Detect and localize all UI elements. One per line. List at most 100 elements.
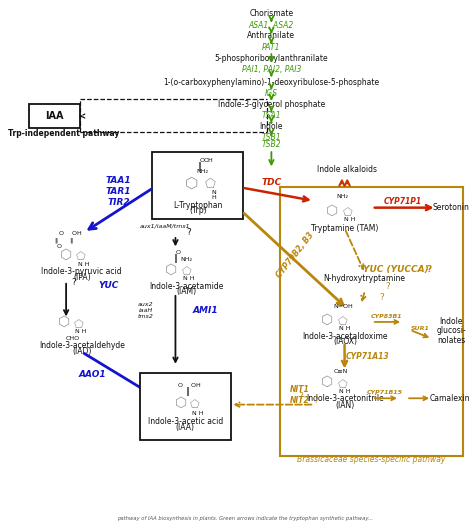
Text: Indole-3-pyruvic acid: Indole-3-pyruvic acid [41, 267, 122, 276]
Text: NIT2: NIT2 [290, 397, 310, 406]
FancyBboxPatch shape [140, 373, 231, 440]
Text: ⬠: ⬠ [182, 267, 191, 277]
Text: ⬠: ⬠ [338, 317, 347, 327]
Text: CYP83B1: CYP83B1 [371, 314, 402, 319]
Text: ‖      ‖: ‖ ‖ [55, 237, 73, 242]
Text: Trp-independent pathway: Trp-independent pathway [8, 129, 119, 138]
Text: ‖: ‖ [173, 254, 177, 263]
Text: ⬠: ⬠ [342, 208, 352, 218]
Text: TSA1: TSA1 [262, 111, 281, 120]
Text: AMI1: AMI1 [192, 306, 218, 315]
Text: (IAOX): (IAOX) [333, 337, 357, 346]
Text: Indole-3-acetaldehyde: Indole-3-acetaldehyde [39, 341, 125, 350]
Text: aux2
iaaH
tms2: aux2 iaaH tms2 [137, 301, 154, 319]
Text: ⬠: ⬠ [205, 178, 216, 191]
Text: NH₂: NH₂ [181, 257, 192, 262]
Text: ‖: ‖ [198, 162, 202, 171]
Text: ?: ? [385, 281, 390, 290]
Text: pathway of IAA biosynthesis in plants. Green arrows indicate the tryptophan synt: pathway of IAA biosynthesis in plants. G… [117, 516, 373, 521]
Text: Anthranilate: Anthranilate [247, 32, 295, 41]
FancyBboxPatch shape [280, 187, 463, 456]
FancyBboxPatch shape [29, 105, 80, 128]
Text: C≡N: C≡N [333, 369, 348, 374]
Text: Camalexin: Camalexin [429, 394, 470, 403]
Text: ?: ? [186, 228, 191, 237]
Text: TAA1
TAR1
TIR2: TAA1 TAR1 TIR2 [106, 176, 132, 207]
Text: 1-(o-carboxyphenylamino)-1-deoxyribulose-5-phosphate: 1-(o-carboxyphenylamino)-1-deoxyribulose… [164, 78, 380, 87]
Text: O    OH: O OH [59, 231, 82, 236]
Text: ?: ? [72, 278, 76, 287]
Text: Indole
glucosi-
nolates: Indole glucosi- nolates [437, 317, 466, 345]
Text: O: O [175, 250, 180, 255]
Text: N H: N H [339, 326, 351, 331]
Text: L-Tryptophan: L-Tryptophan [173, 201, 222, 210]
Text: TSB2: TSB2 [262, 140, 281, 149]
Text: ?: ? [426, 265, 431, 274]
Text: ⬠: ⬠ [338, 380, 347, 390]
Text: Indole: Indole [260, 121, 283, 130]
Text: AAO1: AAO1 [79, 370, 107, 379]
Text: ⬠: ⬠ [74, 319, 83, 329]
Text: N H: N H [74, 329, 86, 334]
Text: Indole-3-acetic acid: Indole-3-acetic acid [147, 417, 223, 426]
Text: N H: N H [339, 389, 351, 394]
Text: 5-phosphoribosylanthranilate: 5-phosphoribosylanthranilate [215, 54, 328, 63]
Text: ⬠: ⬠ [76, 252, 86, 262]
Text: H: H [211, 195, 216, 200]
Text: ⬡: ⬡ [60, 248, 72, 261]
Text: ⬡: ⬡ [321, 312, 333, 326]
Text: TDC: TDC [261, 178, 282, 187]
Text: O: O [57, 243, 62, 249]
Text: Indole-3-acetonitrile: Indole-3-acetonitrile [306, 394, 384, 403]
Text: Indole-3-acetamide: Indole-3-acetamide [149, 281, 224, 290]
Text: ASA1, ASA2: ASA1, ASA2 [249, 21, 294, 30]
Text: ⬡: ⬡ [165, 262, 177, 276]
Text: (IAD): (IAD) [72, 347, 91, 356]
FancyBboxPatch shape [152, 152, 243, 219]
Text: CHO: CHO [66, 336, 80, 341]
Text: N=OH: N=OH [333, 304, 353, 309]
Text: (Trp): (Trp) [189, 206, 207, 215]
Text: ⬡: ⬡ [326, 203, 337, 218]
Text: N H: N H [183, 276, 195, 281]
Text: IAA: IAA [45, 111, 64, 121]
Text: Indole alkaloids: Indole alkaloids [317, 165, 377, 174]
Text: TSB1: TSB1 [262, 133, 281, 142]
Text: OH: OH [204, 158, 214, 163]
Text: ⬡: ⬡ [175, 395, 187, 410]
Text: ⬠: ⬠ [190, 400, 200, 410]
Text: (IAA): (IAA) [176, 423, 195, 432]
Text: N-hydroxytryptamine: N-hydroxytryptamine [323, 274, 405, 283]
Text: aux1/iaaM/tms1: aux1/iaaM/tms1 [140, 223, 191, 228]
Text: NIT1: NIT1 [290, 385, 310, 394]
Text: Chorismate: Chorismate [249, 10, 293, 18]
Text: Indole-3-acetaldoxime: Indole-3-acetaldoxime [302, 332, 388, 341]
Text: (IAN): (IAN) [336, 401, 355, 410]
Text: ⬡: ⬡ [184, 175, 198, 191]
Text: N H: N H [78, 261, 90, 267]
Text: ?: ? [298, 392, 303, 401]
Text: Brassicaceae species-specific pathway: Brassicaceae species-specific pathway [297, 455, 446, 465]
Text: YUC (YUCCA): YUC (YUCCA) [364, 265, 429, 274]
Text: NH₂: NH₂ [196, 169, 208, 174]
Text: Indole-3-glycerol phosphate: Indole-3-glycerol phosphate [218, 100, 325, 109]
Text: ?: ? [380, 293, 384, 301]
Text: N H: N H [344, 217, 355, 222]
Text: PAI1, PAI2, PAI3: PAI1, PAI2, PAI3 [242, 64, 301, 73]
Text: CYP71A13: CYP71A13 [346, 352, 389, 361]
Text: ⬡: ⬡ [321, 375, 333, 389]
Text: Serotonin: Serotonin [433, 203, 470, 212]
Text: YUC: YUC [98, 280, 118, 289]
Text: O: O [200, 158, 205, 163]
Text: CYP71P1: CYP71P1 [384, 197, 422, 206]
Text: N H: N H [192, 411, 203, 416]
Text: (IPA): (IPA) [73, 272, 91, 281]
Text: ?: ? [314, 397, 319, 406]
Text: CYP71B15: CYP71B15 [367, 390, 403, 395]
Text: N: N [211, 190, 216, 195]
Text: ⬡: ⬡ [58, 314, 70, 328]
Text: SUR1: SUR1 [410, 326, 429, 331]
Text: ‖: ‖ [185, 388, 190, 397]
Text: PAT1: PAT1 [262, 43, 281, 52]
Text: IGS: IGS [265, 89, 278, 98]
